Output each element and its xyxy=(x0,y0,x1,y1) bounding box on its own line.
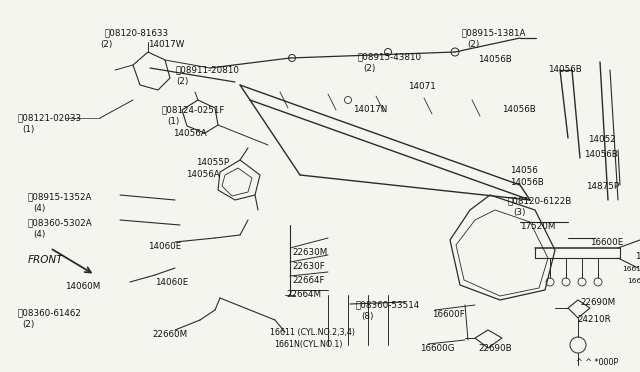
Text: 14017N: 14017N xyxy=(353,105,387,114)
Text: Ⓥ08915-1381A: Ⓥ08915-1381A xyxy=(462,28,527,37)
Text: (2): (2) xyxy=(363,64,376,73)
Text: 14056A: 14056A xyxy=(186,170,220,179)
Text: (2): (2) xyxy=(100,40,113,49)
Text: Ⓢ08360-61462: Ⓢ08360-61462 xyxy=(18,308,82,317)
Text: (3): (3) xyxy=(513,208,525,217)
Text: Ⓦ08915-1352A: Ⓦ08915-1352A xyxy=(28,192,93,201)
Text: 1661N(CYL.NO.1): 1661N(CYL.NO.1) xyxy=(274,340,342,349)
Text: 16611 (CYL.NO.2,3,4): 16611 (CYL.NO.2,3,4) xyxy=(270,328,355,337)
Text: Ⓑ08124-0251F: Ⓑ08124-0251F xyxy=(162,105,225,114)
Text: 14056B: 14056B xyxy=(510,178,544,187)
Text: 16610N(CYL.NO.1): 16610N(CYL.NO.1) xyxy=(627,278,640,285)
Text: Ⓑ08120-6122B: Ⓑ08120-6122B xyxy=(508,196,572,205)
Text: Ⓝ08911-20810: Ⓝ08911-20810 xyxy=(176,65,240,74)
Text: 14060E: 14060E xyxy=(148,242,181,251)
Text: 14056B: 14056B xyxy=(584,150,618,159)
Text: (8): (8) xyxy=(361,312,374,321)
Text: 24210R: 24210R xyxy=(577,315,611,324)
Text: 14052: 14052 xyxy=(588,135,616,144)
Text: 22690B: 22690B xyxy=(478,344,511,353)
Text: 17520M: 17520M xyxy=(520,222,556,231)
Text: 22664F: 22664F xyxy=(292,276,324,285)
Text: 22664M: 22664M xyxy=(286,290,321,299)
Text: (1): (1) xyxy=(22,125,35,134)
Text: 16600G: 16600G xyxy=(420,344,454,353)
Text: (2): (2) xyxy=(176,77,188,86)
Text: 14056B: 14056B xyxy=(502,105,536,114)
Text: 14056A: 14056A xyxy=(173,129,207,138)
Text: 14875P: 14875P xyxy=(586,182,619,191)
Text: 14056: 14056 xyxy=(510,166,538,175)
Text: (1): (1) xyxy=(167,117,179,126)
Text: ^ ^ *000P: ^ ^ *000P xyxy=(576,358,618,367)
Text: 16600: 16600 xyxy=(635,252,640,261)
Text: 14060E: 14060E xyxy=(155,278,188,287)
Text: 16610(CYL.NO.2,3,4): 16610(CYL.NO.2,3,4) xyxy=(622,266,640,273)
Text: 14017W: 14017W xyxy=(148,40,184,49)
Text: Ⓢ08360-5302A: Ⓢ08360-5302A xyxy=(28,218,93,227)
Text: 22690M: 22690M xyxy=(580,298,615,307)
Text: 22630F: 22630F xyxy=(292,262,324,271)
Text: Ⓢ08360-53514: Ⓢ08360-53514 xyxy=(356,300,420,309)
Text: 22630M: 22630M xyxy=(292,248,327,257)
Text: 22660M: 22660M xyxy=(152,330,187,339)
Text: Ⓑ08121-02033: Ⓑ08121-02033 xyxy=(18,113,82,122)
Text: (4): (4) xyxy=(33,204,45,213)
Text: 16600F: 16600F xyxy=(432,310,465,319)
Text: 14060M: 14060M xyxy=(65,282,100,291)
Text: 14056B: 14056B xyxy=(548,65,582,74)
Text: (4): (4) xyxy=(33,230,45,239)
Text: (2): (2) xyxy=(22,320,35,329)
Text: 14056B: 14056B xyxy=(478,55,512,64)
Text: 14071: 14071 xyxy=(408,82,436,91)
Text: 16600E: 16600E xyxy=(590,238,623,247)
Text: 14055P: 14055P xyxy=(196,158,229,167)
Text: (2): (2) xyxy=(467,40,479,49)
Text: Ⓥ08915-43810: Ⓥ08915-43810 xyxy=(358,52,422,61)
Text: Ⓑ08120-81633: Ⓑ08120-81633 xyxy=(105,28,169,37)
Text: FRONT: FRONT xyxy=(28,255,63,265)
